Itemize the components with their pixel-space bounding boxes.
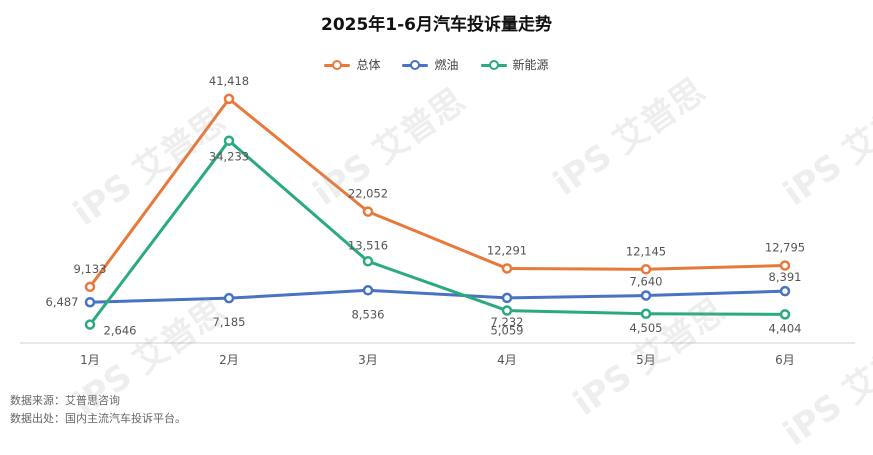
legend-item-nev[interactable]: 新能源 — [480, 56, 549, 73]
data-point-total — [223, 93, 235, 105]
data-label-nev: 5,059 — [491, 324, 524, 338]
x-tick-label: 5月 — [636, 353, 656, 367]
series-line-fuel — [89, 288, 786, 304]
legend-swatch-total — [324, 59, 351, 71]
legend-item-fuel[interactable]: 燃油 — [402, 56, 459, 73]
data-label-fuel: 7,640 — [630, 275, 663, 289]
x-tick-label: 6月 — [775, 353, 795, 367]
footer-source: 数据来源：艾普思咨询 — [10, 394, 120, 407]
data-label-total: 12,795 — [765, 241, 805, 255]
x-tick-label: 2月 — [219, 353, 239, 367]
data-point-nev — [640, 308, 652, 320]
series-line-nev — [88, 139, 786, 326]
legend-item-total[interactable]: 总体 — [324, 56, 380, 73]
data-point-nev — [501, 305, 513, 316]
x-tick-label: 1月 — [80, 353, 100, 367]
data-label-total: 41,418 — [209, 74, 249, 88]
legend-swatch-nev — [480, 59, 507, 71]
chart-title: 2025年1-6月汽车投诉量走势 — [320, 15, 553, 35]
data-label-fuel: 8,536 — [352, 307, 385, 321]
data-point-fuel — [640, 290, 652, 301]
footer-origin: 数据出处：国内主流汽车投诉平台。 — [10, 412, 186, 425]
data-point-fuel — [362, 285, 374, 296]
data-point-fuel — [779, 285, 791, 297]
legend: 总体 燃油 新能源 — [0, 56, 873, 73]
legend-label-fuel: 燃油 — [434, 58, 459, 72]
legend-label-total: 总体 — [356, 58, 381, 72]
data-label-fuel: 7,232 — [491, 315, 524, 329]
data-label-total: 22,052 — [348, 187, 388, 201]
data-label-nev: 4,505 — [630, 321, 663, 335]
data-label-total: 12,291 — [487, 243, 527, 257]
data-point-fuel — [501, 292, 513, 304]
data-point-nev — [223, 135, 235, 146]
data-label-nev: 4,404 — [769, 321, 802, 335]
data-label-fuel: 6,487 — [46, 295, 79, 309]
data-point-fuel — [223, 292, 235, 304]
data-point-total — [501, 263, 513, 274]
data-label-fuel: 8,391 — [769, 270, 802, 284]
data-label-total: 9,133 — [74, 262, 107, 276]
data-label-total: 12,145 — [626, 244, 666, 258]
data-point-fuel — [84, 296, 96, 308]
data-label-fuel: 7,185 — [213, 315, 246, 329]
legend-swatch-fuel — [402, 59, 429, 71]
series-line-total — [88, 97, 786, 288]
x-tick-label: 3月 — [358, 353, 378, 367]
legend-label-nev: 新能源 — [512, 58, 549, 72]
x-tick-label: 4月 — [497, 353, 517, 367]
data-point-nev — [84, 319, 96, 330]
data-label-nev: 34,233 — [209, 150, 249, 164]
data-point-total — [84, 281, 96, 293]
data-point-nev — [779, 309, 791, 320]
data-label-nev: 2,646 — [104, 324, 137, 338]
data-point-total — [362, 206, 374, 217]
data-point-nev — [362, 256, 374, 267]
line-chart: 1月 2月 3月 4月 5月 6月 9,133 41,418 22,052 12,291 12,14… — [20, 74, 855, 367]
data-point-total — [640, 264, 652, 275]
data-point-total — [779, 260, 791, 271]
data-label-nev: 13,516 — [348, 238, 388, 252]
